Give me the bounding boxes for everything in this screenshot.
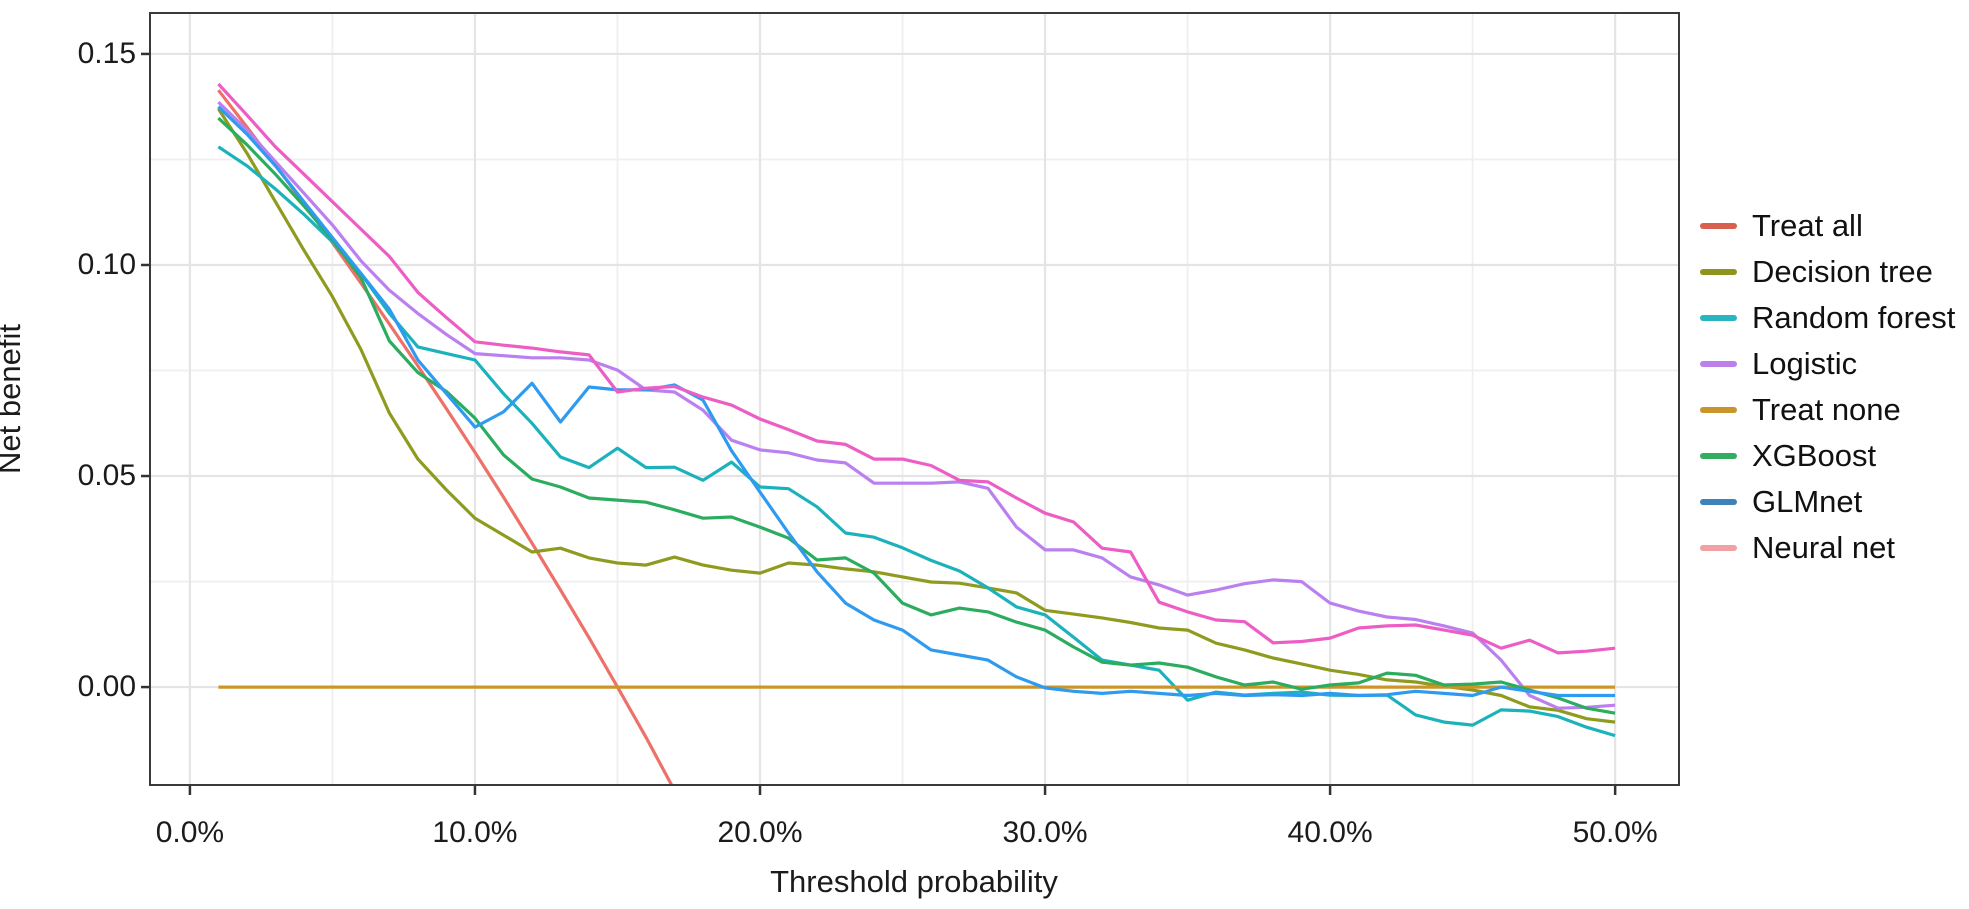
series-line-xgboost	[217, 116, 1616, 715]
y-tick-label: 0.10	[77, 247, 136, 281]
series-line-neural-net	[217, 82, 1616, 655]
x-tick-label: 50.0%	[1572, 816, 1658, 849]
x-tick-label: 30.0%	[1002, 816, 1088, 849]
legend-item-random-forest: Random forest	[1700, 295, 1955, 341]
legend-key-line-icon	[1700, 315, 1737, 321]
series-line-glmnet	[217, 105, 1616, 698]
legend-key-line-icon	[1700, 361, 1737, 367]
legend-item-decision-tree: Decision tree	[1700, 249, 1955, 295]
legend-label: XGBoost	[1752, 438, 1877, 473]
legend-item-glmnet: GLMnet	[1700, 479, 1955, 525]
series-line-logistic	[217, 100, 1616, 710]
x-tick-label: 10.0%	[432, 816, 518, 849]
legend-label: Treat none	[1752, 392, 1901, 427]
y-tick-label: 0.00	[77, 670, 136, 704]
legend-key-line-icon	[1700, 545, 1737, 551]
legend-key-line-icon	[1700, 223, 1737, 229]
legend-item-treat-all: Treat all	[1700, 203, 1955, 249]
panel-border	[149, 12, 1680, 786]
legend-label: Decision tree	[1752, 254, 1933, 289]
legend-label: Neural net	[1752, 530, 1896, 565]
legend-item-logistic: Logistic	[1700, 341, 1955, 387]
legend-label: Treat all	[1752, 208, 1863, 243]
x-tick-label: 0.0%	[155, 816, 225, 849]
legend-item-treat-none: Treat none	[1700, 387, 1955, 433]
legend-item-neural-net: Neural net	[1700, 525, 1955, 571]
legend-label: GLMnet	[1752, 484, 1863, 519]
legend-label: Random forest	[1752, 300, 1956, 335]
y-tick-label: 0.15	[77, 36, 136, 70]
legend-key-line-icon	[1700, 269, 1737, 275]
y-tick-label: 0.05	[77, 459, 136, 493]
panel-background	[150, 13, 1679, 785]
legend: Treat all Decision tree Random forest Logis…	[1700, 203, 1955, 571]
legend-key-line-icon	[1700, 407, 1737, 413]
legend-key-line-icon	[1700, 499, 1737, 505]
legend-label: Logistic	[1752, 346, 1858, 381]
x-axis-title: Threshold probability	[770, 864, 1058, 899]
x-tick-label: 20.0%	[717, 816, 803, 849]
legend-key-line-icon	[1700, 453, 1737, 459]
x-tick-label: 40.0%	[1287, 816, 1373, 849]
y-axis-title: Net benefit	[0, 324, 27, 474]
series-line-decision-tree	[217, 107, 1616, 724]
legend-item-xgboost: XGBoost	[1700, 433, 1955, 479]
